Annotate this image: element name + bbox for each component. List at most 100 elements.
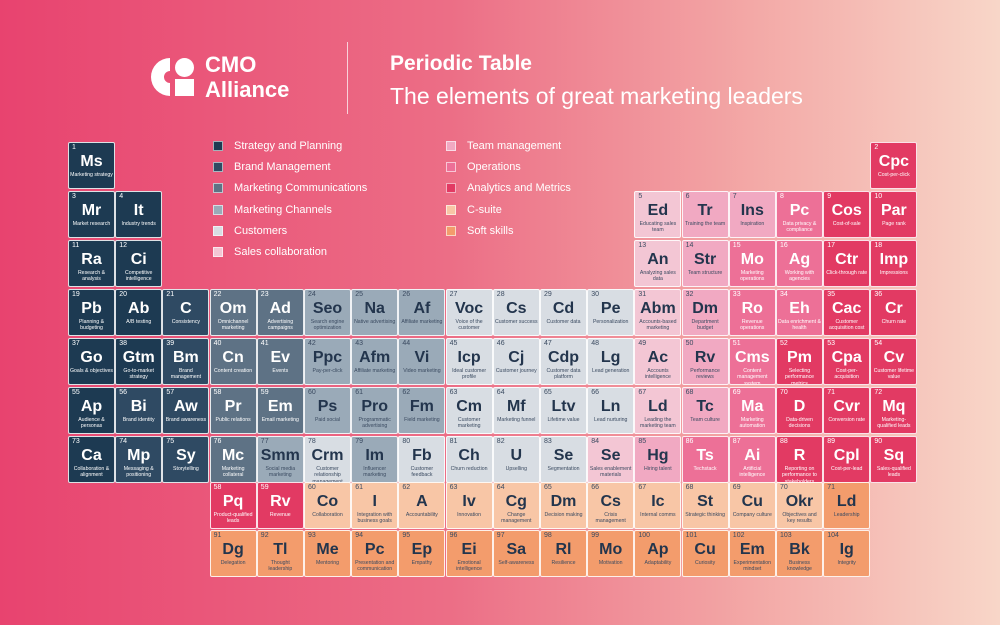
element-cell: 40 Cn Content creation [209, 338, 257, 385]
element-number: 42 [308, 340, 316, 347]
element-cell: 7 Ins Inspiration [728, 191, 776, 238]
element-symbol: Go [80, 349, 103, 366]
element-symbol: Pro [361, 398, 389, 415]
element-cell: 28 Cs Customer success [492, 289, 540, 336]
element-symbol: Ed [647, 202, 669, 219]
element-cell: 57 Aw Brand awareness [162, 387, 210, 434]
element-number: 38 [119, 340, 127, 347]
element-name: Collaboration [312, 512, 343, 518]
element-number: 102 [732, 532, 745, 539]
element-symbol: An [647, 251, 669, 268]
element-name: Consistency [171, 319, 201, 325]
element-number: 28 [496, 291, 505, 298]
element-name: Integrity [837, 560, 856, 566]
element-name: Email marketing [261, 417, 299, 423]
element-cell: 62 A Accountability [398, 482, 446, 529]
element-symbol: R [793, 447, 806, 464]
element-symbol: Pb [81, 300, 102, 317]
header-divider [347, 42, 348, 114]
element-symbol: Ig [839, 541, 854, 558]
element-number: 63 [449, 484, 458, 491]
legend-swatch [213, 183, 223, 194]
element-symbol: Em [267, 398, 293, 415]
element-cell: 23 Ad Advertising campaigns [256, 289, 304, 336]
element-name: Events [272, 368, 289, 374]
element-name: Self-awareness [498, 560, 535, 566]
cmo-alliance-logo-icon [151, 58, 194, 96]
legend-swatch [213, 161, 223, 172]
element-cell: 61 I Integration with business goals [351, 482, 399, 529]
element-cell: 41 Ev Events [256, 338, 304, 385]
element-number: 3 [72, 193, 76, 200]
element-name: Innovation [457, 512, 482, 518]
element-cell: 85 Hg Hiring talent [634, 436, 682, 483]
element-name: Reporting on performance to stakeholders [782, 466, 817, 483]
element-cell: 20 Ab A/B testing [115, 289, 163, 336]
element-symbol: Ld [836, 493, 857, 510]
element-cell: 104 Ig Integrity [823, 530, 871, 577]
element-number: 56 [119, 389, 127, 396]
element-cell: 55 Ap Audience & personas [68, 387, 115, 434]
element-name: Data-driven decisions [786, 417, 813, 430]
element-name: Sales-qualified leads [876, 466, 911, 479]
element-symbol: Cvr [833, 398, 861, 415]
element-cell: 87 Ai Artificial intelligence [728, 436, 776, 483]
element-cell: 3 Mr Market research [68, 191, 115, 238]
element-number: 5 [638, 193, 643, 200]
element-number: 8 [780, 193, 784, 200]
element-cell: 95 Ep Empathy [398, 530, 446, 577]
element-name: Advertising campaigns [267, 319, 294, 332]
element-number: 72 [874, 389, 883, 396]
element-number: 70 [780, 389, 788, 396]
element-name: Brand management [170, 368, 202, 381]
element-number: 80 [402, 438, 411, 445]
element-number: 69 [732, 389, 741, 396]
element-symbol: Pc [364, 541, 385, 558]
legend-item: Marketing Communications [213, 178, 367, 199]
element-number: 65 [544, 484, 552, 491]
element-number: 97 [496, 532, 505, 539]
element-number: 81 [449, 438, 458, 445]
element-number: 77 [260, 438, 269, 445]
element-name: Native advertising [354, 319, 396, 325]
element-symbol: Im [365, 447, 385, 464]
element-name: Data enrichment & health [778, 319, 821, 332]
element-number: 50 [685, 340, 694, 347]
element-cell: 46 Cj Customer journey [492, 338, 540, 385]
element-name: Internal comms [640, 512, 676, 518]
element-symbol: Afm [359, 349, 391, 366]
element-cell: 58 Pq Product-qualified leads [209, 482, 257, 529]
element-symbol: Om [219, 300, 247, 317]
element-cell: 89 Cpl Cost-per-lead [823, 436, 871, 483]
element-number: 69 [732, 484, 741, 491]
legend-label: Marketing Communications [234, 182, 368, 195]
element-symbol: Mp [127, 447, 151, 464]
element-name: Cost-of-sale [832, 221, 861, 227]
element-name: Objectives and key results [782, 512, 817, 525]
element-number: 91 [213, 532, 222, 539]
element-number: 66 [591, 484, 599, 491]
element-number: 29 [544, 291, 552, 298]
element-symbol: Ppc [312, 349, 343, 366]
page-subtitle: The elements of great marketing leaders [390, 83, 803, 109]
element-cell: 42 Ppc Pay-per-click [304, 338, 351, 385]
brand-line1: CMO [205, 52, 257, 77]
element-symbol: D [793, 398, 806, 415]
element-number: 98 [544, 532, 552, 539]
element-name: Customer success [494, 319, 538, 325]
element-cell: 34 Eh Data enrichment & health [776, 289, 823, 336]
element-symbol: Rl [555, 541, 572, 558]
element-name: Revenue operations [740, 319, 765, 332]
element-number: 34 [780, 291, 788, 298]
element-number: 65 [544, 389, 552, 396]
element-symbol: Hg [647, 447, 669, 464]
element-symbol: Pm [787, 349, 812, 366]
element-cell: 22 Om Omnichannel marketing [209, 289, 257, 336]
element-symbol: Gtm [122, 349, 155, 366]
element-number: 33 [732, 291, 741, 298]
element-cell: 75 Sy Storytelling [162, 436, 210, 483]
element-name: Customer data [546, 319, 581, 325]
element-symbol: Mc [221, 447, 245, 464]
element-cell: 24 Seo Search engine optimization [304, 289, 351, 336]
element-number: 6 [685, 193, 690, 200]
